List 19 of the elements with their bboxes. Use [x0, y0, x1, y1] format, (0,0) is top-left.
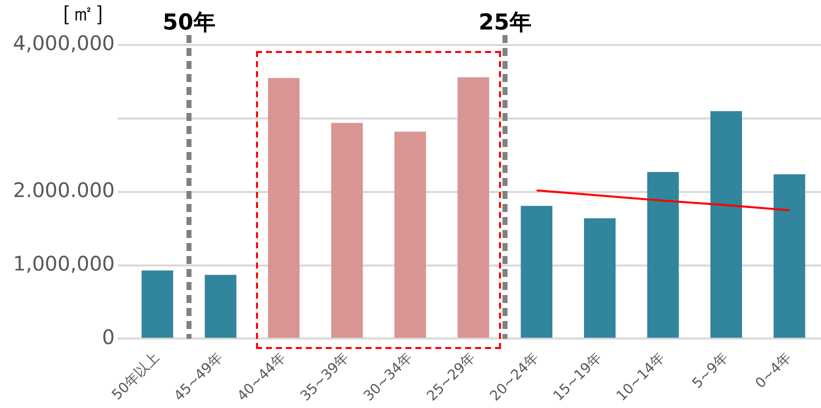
bar	[394, 132, 426, 338]
bar	[268, 78, 300, 338]
bar	[774, 174, 806, 338]
bar	[710, 111, 742, 338]
y-tick-label: 0	[102, 324, 115, 349]
bar	[647, 172, 679, 338]
y-tick-label: 2.000.000	[12, 178, 115, 202]
bar	[204, 274, 236, 338]
ref-line-label: 50年	[162, 10, 216, 36]
ref-line-label: 25年	[478, 10, 532, 36]
bar	[142, 270, 174, 338]
bar	[584, 218, 616, 338]
y-tick-label: 1,000,000	[12, 252, 115, 276]
bar	[331, 122, 363, 338]
y-axis-title: ［㎡］	[50, 2, 116, 27]
bar	[520, 206, 552, 338]
x-tick-label: 50年以上	[109, 350, 163, 404]
bar	[458, 77, 490, 338]
y-tick-label: 4,000,000	[12, 31, 115, 56]
